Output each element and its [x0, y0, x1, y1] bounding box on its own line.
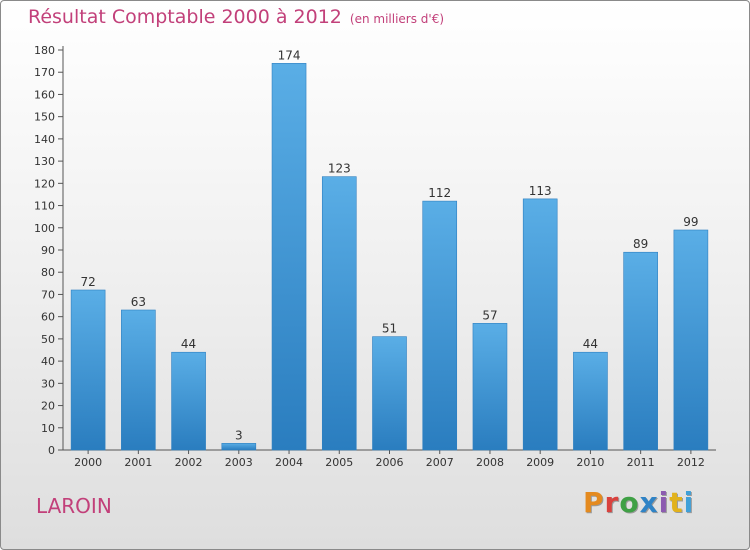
y-tick-label: 10: [41, 422, 55, 435]
bar: [171, 351, 206, 451]
bar-value-label: 44: [583, 337, 598, 351]
x-tick-label: 2002: [175, 456, 203, 469]
y-tick-label: 70: [41, 288, 55, 301]
x-tick-label: 2004: [275, 456, 303, 469]
bar: [472, 323, 508, 451]
y-tick-label: 50: [41, 333, 55, 346]
bar-value-label: 99: [683, 215, 698, 229]
logo-letter: o: [619, 486, 640, 519]
y-tick-label: 140: [34, 133, 55, 146]
y-tick-label: 120: [34, 177, 55, 190]
bar-value-label: 123: [328, 162, 351, 176]
bar-value-label: 57: [482, 308, 497, 322]
x-tick-label: 2011: [627, 456, 655, 469]
y-tick-label: 30: [41, 377, 55, 390]
bar: [673, 229, 709, 451]
bar: [70, 289, 106, 451]
bar-value-label: 63: [131, 295, 146, 309]
y-tick-label: 80: [41, 266, 55, 279]
logo-letter: t: [669, 486, 684, 519]
bar: [573, 351, 608, 451]
logo-letter: i: [658, 486, 670, 519]
bar-value-label: 174: [278, 48, 301, 62]
y-tick-label: 100: [34, 222, 55, 235]
x-tick-label: 2012: [677, 456, 705, 469]
logo-letter: r: [604, 486, 620, 519]
bar-value-label: 72: [80, 275, 95, 289]
logo-letter: x: [639, 486, 659, 519]
bar-value-label: 89: [633, 237, 648, 251]
x-tick-label: 2000: [74, 456, 102, 469]
bar-value-label: 44: [181, 337, 196, 351]
bar-value-label: 113: [529, 184, 552, 198]
y-tick-label: 40: [41, 355, 55, 368]
y-tick-label: 160: [34, 88, 55, 101]
x-tick-label: 2007: [426, 456, 454, 469]
x-tick-label: 2003: [225, 456, 253, 469]
y-tick-label: 180: [34, 44, 55, 57]
x-tick-label: 2006: [376, 456, 404, 469]
bar: [271, 63, 307, 451]
bar: [422, 200, 458, 451]
bar-value-label: 51: [382, 322, 397, 336]
bar: [321, 176, 357, 451]
y-tick-label: 20: [41, 400, 55, 413]
x-tick-label: 2010: [576, 456, 604, 469]
commune-name: LAROIN: [36, 494, 112, 518]
y-tick-label: 110: [34, 200, 55, 213]
bar-value-label: 112: [428, 186, 451, 200]
x-tick-label: 2005: [325, 456, 353, 469]
y-tick-label: 130: [34, 155, 55, 168]
bar: [121, 309, 156, 451]
bar: [372, 336, 407, 451]
x-tick-label: 2008: [476, 456, 504, 469]
bar: [221, 443, 257, 451]
logo-letter: P: [583, 486, 605, 519]
chart-title: Résultat Comptable 2000 à 2012: [28, 6, 342, 28]
chart-subtitle: (en milliers d'€): [349, 12, 445, 26]
proxiti-logo: Proxiti: [583, 486, 694, 519]
bar: [623, 251, 658, 451]
y-tick-label: 170: [34, 66, 55, 79]
y-tick-label: 150: [34, 111, 55, 124]
chart-title-block: Résultat Comptable 2000 à 2012 (en millie…: [28, 6, 444, 28]
bar: [522, 198, 558, 451]
y-tick-label: 60: [41, 311, 55, 324]
bar-value-label: 3: [235, 428, 243, 442]
y-tick-label: 0: [48, 444, 55, 457]
y-tick-label: 90: [41, 244, 55, 257]
logo-letter: i: [683, 486, 695, 519]
x-tick-label: 2009: [526, 456, 554, 469]
x-tick-label: 2001: [124, 456, 152, 469]
